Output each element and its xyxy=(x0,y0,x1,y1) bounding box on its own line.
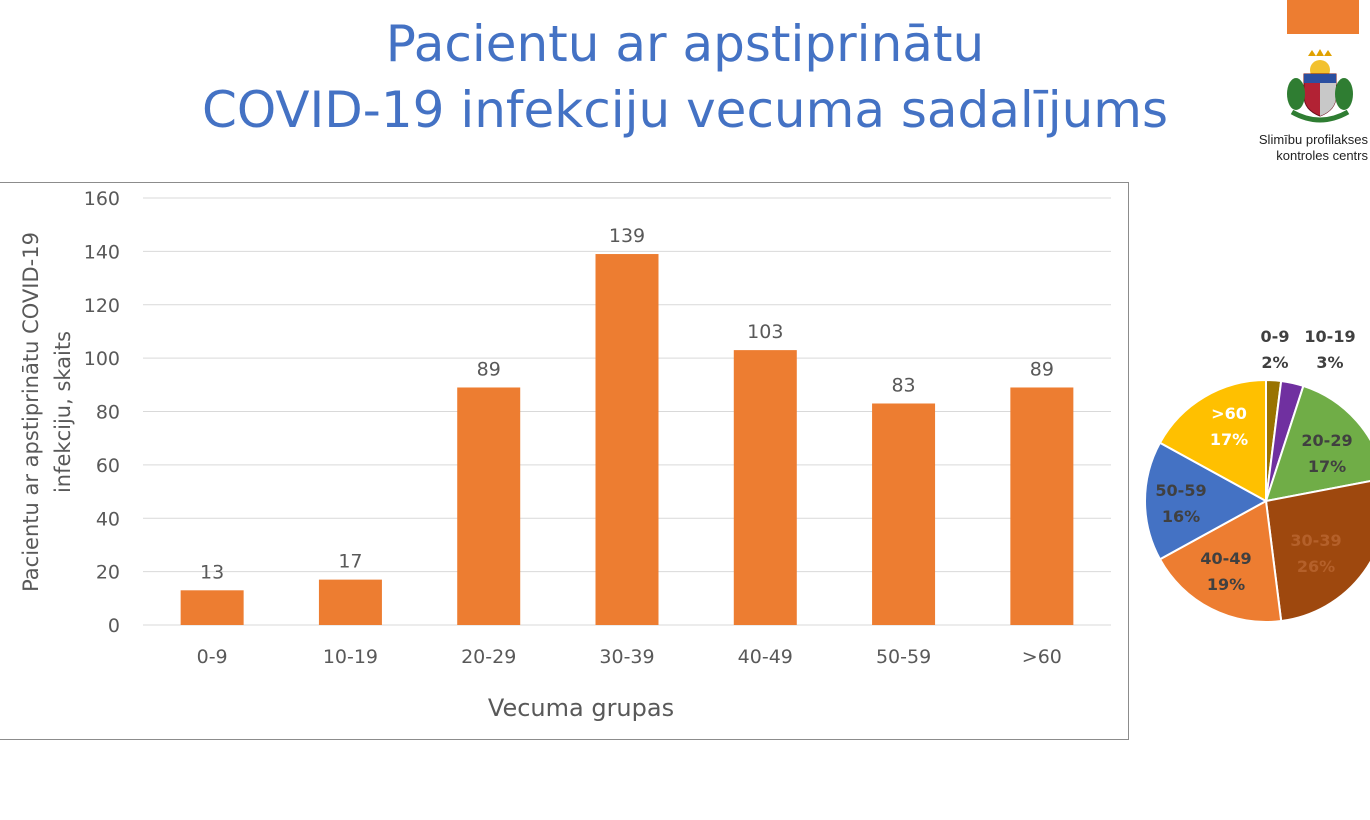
pie-percent-label: 19% xyxy=(1207,575,1245,594)
pie-category-label: 10-19 xyxy=(1304,327,1355,346)
x-tick-label: 0-9 xyxy=(197,646,228,668)
pie-percent-label: 17% xyxy=(1308,457,1346,476)
pie-chart-labels: 0-9 2% 10-19 3% 20-29 17% 30-39 26% 40-49 19% 50-5… xyxy=(1155,327,1355,594)
bar-chart-x-ticks: 0-9 10-19 20-29 30-39 40-49 50-59 >60 xyxy=(197,646,1062,668)
pie-category-label: 40-49 xyxy=(1200,549,1251,568)
x-tick-label: 20-29 xyxy=(461,646,516,668)
organization-name-line2: kontroles centrs xyxy=(1276,148,1368,163)
pie-category-label: 50-59 xyxy=(1155,481,1206,500)
data-label: 103 xyxy=(747,321,783,343)
bar-chart-y-ticks: 0 20 40 60 80 100 120 140 160 xyxy=(84,188,120,637)
y-tick-label: 20 xyxy=(96,562,120,584)
data-label: 89 xyxy=(477,358,501,380)
bar-50-59 xyxy=(872,403,936,625)
y-tick-label: 100 xyxy=(84,348,120,370)
data-label: 83 xyxy=(891,374,915,396)
pie-percent-label: 26% xyxy=(1297,557,1335,576)
x-tick-label: 40-49 xyxy=(738,646,793,668)
x-tick-label: 30-39 xyxy=(599,646,654,668)
y-tick-label: 120 xyxy=(84,295,120,317)
accent-block xyxy=(1287,0,1359,34)
bar-20-29 xyxy=(457,387,521,625)
organization-name-line1: Slimību profilakses xyxy=(1258,132,1368,147)
pie-slice->60 xyxy=(1158,378,1267,503)
pie-percent-label: 16% xyxy=(1162,507,1200,526)
bar->60 xyxy=(1010,387,1074,625)
x-tick-label: 10-19 xyxy=(323,646,378,668)
data-label: 17 xyxy=(338,551,362,573)
pie-category-label: 0-9 xyxy=(1261,327,1290,346)
y-axis-label-line1: Pacientu ar apstiprinātu COVID-19 xyxy=(19,232,43,592)
bar-40-49 xyxy=(733,350,797,625)
pie-category-label: 20-29 xyxy=(1301,431,1352,450)
pie-percent-label: 2% xyxy=(1261,353,1288,372)
data-label: 13 xyxy=(200,561,224,583)
y-tick-label: 40 xyxy=(96,508,120,530)
pie-percent-label: 17% xyxy=(1210,430,1248,449)
bar-10-19 xyxy=(318,579,382,625)
x-tick-label: 50-59 xyxy=(876,646,931,668)
bar-chart-data-labels: 13 17 89 139 103 83 89 xyxy=(200,225,1054,583)
y-axis-label-line2: infekciju, skaits xyxy=(51,331,75,493)
slide-title-line1: Pacientu ar apstiprinātu xyxy=(385,15,985,73)
bar-30-39 xyxy=(595,254,659,625)
pie-category-label: >60 xyxy=(1211,404,1247,423)
y-tick-label: 140 xyxy=(84,241,120,263)
pie-slice-40-49 xyxy=(1158,499,1283,623)
bar-chart-bars xyxy=(180,254,1074,625)
pie-category-label: 30-39 xyxy=(1290,531,1341,550)
latvian-coat-of-arms-icon xyxy=(1287,49,1353,123)
data-label: 89 xyxy=(1030,358,1054,380)
pie-chart-slices xyxy=(1144,378,1370,623)
pie-percent-label: 3% xyxy=(1316,353,1343,372)
slide-title-line2: COVID-19 infekciju vecuma sadalījums xyxy=(201,81,1169,139)
data-label: 139 xyxy=(609,225,645,247)
x-axis-label: Vecuma grupas xyxy=(488,694,674,722)
bar-0-9 xyxy=(180,590,244,625)
pie-slice-30-39 xyxy=(1264,480,1370,623)
bar-chart-frame xyxy=(0,182,1129,740)
y-tick-label: 80 xyxy=(96,402,120,424)
y-tick-label: 160 xyxy=(84,188,120,210)
y-tick-label: 0 xyxy=(108,615,120,637)
x-tick-label: >60 xyxy=(1022,646,1062,668)
pie-slice-50-59 xyxy=(1144,441,1269,561)
pie-slice-20-29 xyxy=(1264,384,1370,503)
y-tick-label: 60 xyxy=(96,455,120,477)
